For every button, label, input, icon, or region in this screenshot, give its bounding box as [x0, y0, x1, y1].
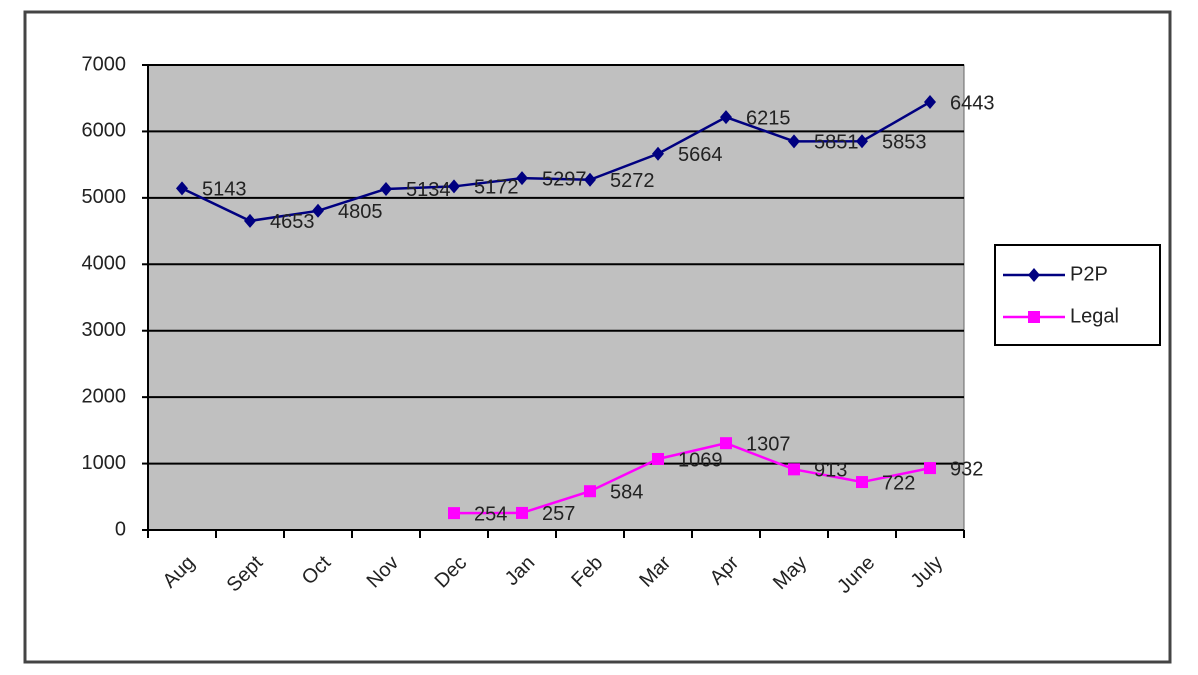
- data-label: 1307: [746, 433, 791, 455]
- point: [924, 95, 936, 110]
- series-line: [181, 100, 931, 223]
- series-line: [453, 441, 931, 515]
- data-label: 5851: [814, 132, 859, 154]
- point: [584, 485, 596, 498]
- y-tick-label: 4000: [82, 253, 127, 275]
- y-tick-label: 1000: [82, 452, 127, 474]
- point: [448, 179, 460, 194]
- y-tick-label: 5000: [82, 186, 127, 208]
- point: [176, 181, 188, 196]
- point: [448, 507, 460, 520]
- y-tick-label: 7000: [82, 53, 127, 75]
- data-label: 257: [542, 503, 575, 525]
- data-label: 1069: [678, 449, 723, 471]
- point: [516, 171, 528, 186]
- data-label: 6443: [950, 92, 995, 114]
- data-label: 254: [474, 503, 507, 525]
- legend-label: Legal: [1070, 305, 1119, 327]
- point: [244, 213, 256, 228]
- point: [584, 172, 596, 187]
- point: [516, 506, 528, 519]
- legend-label: P2P: [1070, 263, 1108, 285]
- point: [720, 437, 732, 450]
- point: [1028, 268, 1040, 282]
- legend-box: [994, 244, 1161, 346]
- data-label: 722: [882, 472, 915, 494]
- data-label: 4653: [270, 211, 315, 233]
- data-label: 5143: [202, 179, 247, 201]
- point: [720, 110, 732, 125]
- data-label: 4805: [338, 201, 383, 223]
- point: [380, 181, 392, 196]
- point: [856, 476, 868, 489]
- point: [652, 452, 664, 465]
- y-tick-label: 2000: [82, 385, 127, 407]
- data-label: 6215: [746, 107, 791, 129]
- point: [856, 134, 868, 149]
- data-label: 932: [950, 458, 983, 480]
- y-tick-label: 6000: [82, 120, 127, 142]
- data-label: 5172: [474, 177, 519, 199]
- series: 5143 4653 4805 5134 5172 5297 5272 5664 6215 5851…: [176, 92, 995, 233]
- point: [652, 146, 664, 161]
- data-label: 584: [610, 481, 643, 503]
- y-tick-label: 3000: [82, 319, 127, 341]
- data-label: 5134: [406, 179, 451, 201]
- point: [924, 462, 936, 475]
- point: [1028, 311, 1040, 323]
- point: [312, 203, 324, 218]
- data-label: 5664: [678, 144, 723, 166]
- y-tick-label: 0: [115, 518, 126, 540]
- data-label: 913: [814, 460, 847, 482]
- point: [788, 134, 800, 149]
- data-label: 5853: [882, 131, 927, 153]
- series: 254 257 584 1069 1307 913 722 932: [448, 433, 983, 525]
- data-label: 5297: [542, 168, 587, 190]
- point: [788, 463, 800, 476]
- data-label: 5272: [610, 170, 655, 192]
